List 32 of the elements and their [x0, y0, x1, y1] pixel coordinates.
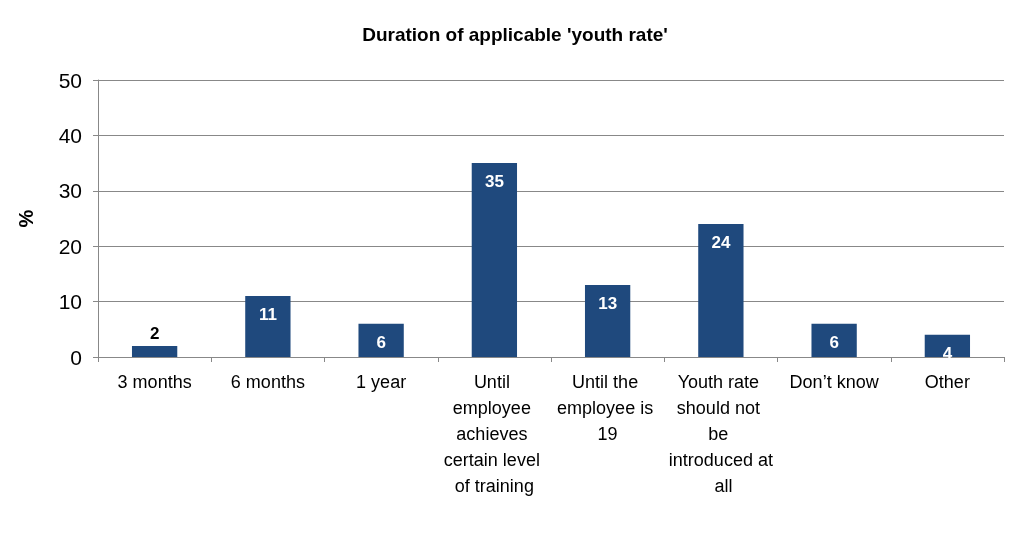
- data-label: 35: [484, 172, 504, 192]
- bar: [245, 296, 291, 357]
- x-tick-label: Youth rate should not be introduced at all: [668, 372, 773, 496]
- bar: [471, 163, 518, 357]
- data-label: 6: [829, 332, 839, 352]
- x-tick-label: 6 months: [230, 372, 305, 392]
- data-label: 4: [942, 343, 953, 363]
- bar: [698, 224, 744, 357]
- chart-title: Duration of applicable 'youth rate': [362, 24, 668, 45]
- x-tick-label: Until the employee is 19: [557, 372, 659, 444]
- x-tick-label: Until employee achieves certain level of training: [443, 372, 545, 496]
- bar: [584, 284, 631, 357]
- y-tick-label: 10: [58, 290, 82, 314]
- y-tick-label: 40: [58, 123, 82, 147]
- y-tick-label: 20: [58, 234, 82, 258]
- data-label: 24: [711, 233, 731, 253]
- x-tick-label: Don’t know: [789, 372, 880, 392]
- x-tick-label: 3 months: [117, 372, 192, 392]
- data-label: 2: [149, 323, 160, 343]
- y-tick-label: 0: [70, 345, 82, 369]
- x-tick-label: Other: [924, 372, 970, 392]
- bar: [131, 345, 178, 357]
- x-tick-label: 1 year: [356, 372, 407, 392]
- data-label: 11: [258, 305, 277, 325]
- y-axis-title: %: [15, 209, 37, 228]
- data-label: 6: [376, 332, 386, 352]
- data-label: 13: [598, 293, 618, 313]
- bar: [358, 323, 404, 357]
- bar: [924, 334, 971, 357]
- bar: [811, 323, 857, 357]
- y-tick-label: 30: [58, 179, 82, 203]
- y-tick-label: 50: [58, 68, 82, 92]
